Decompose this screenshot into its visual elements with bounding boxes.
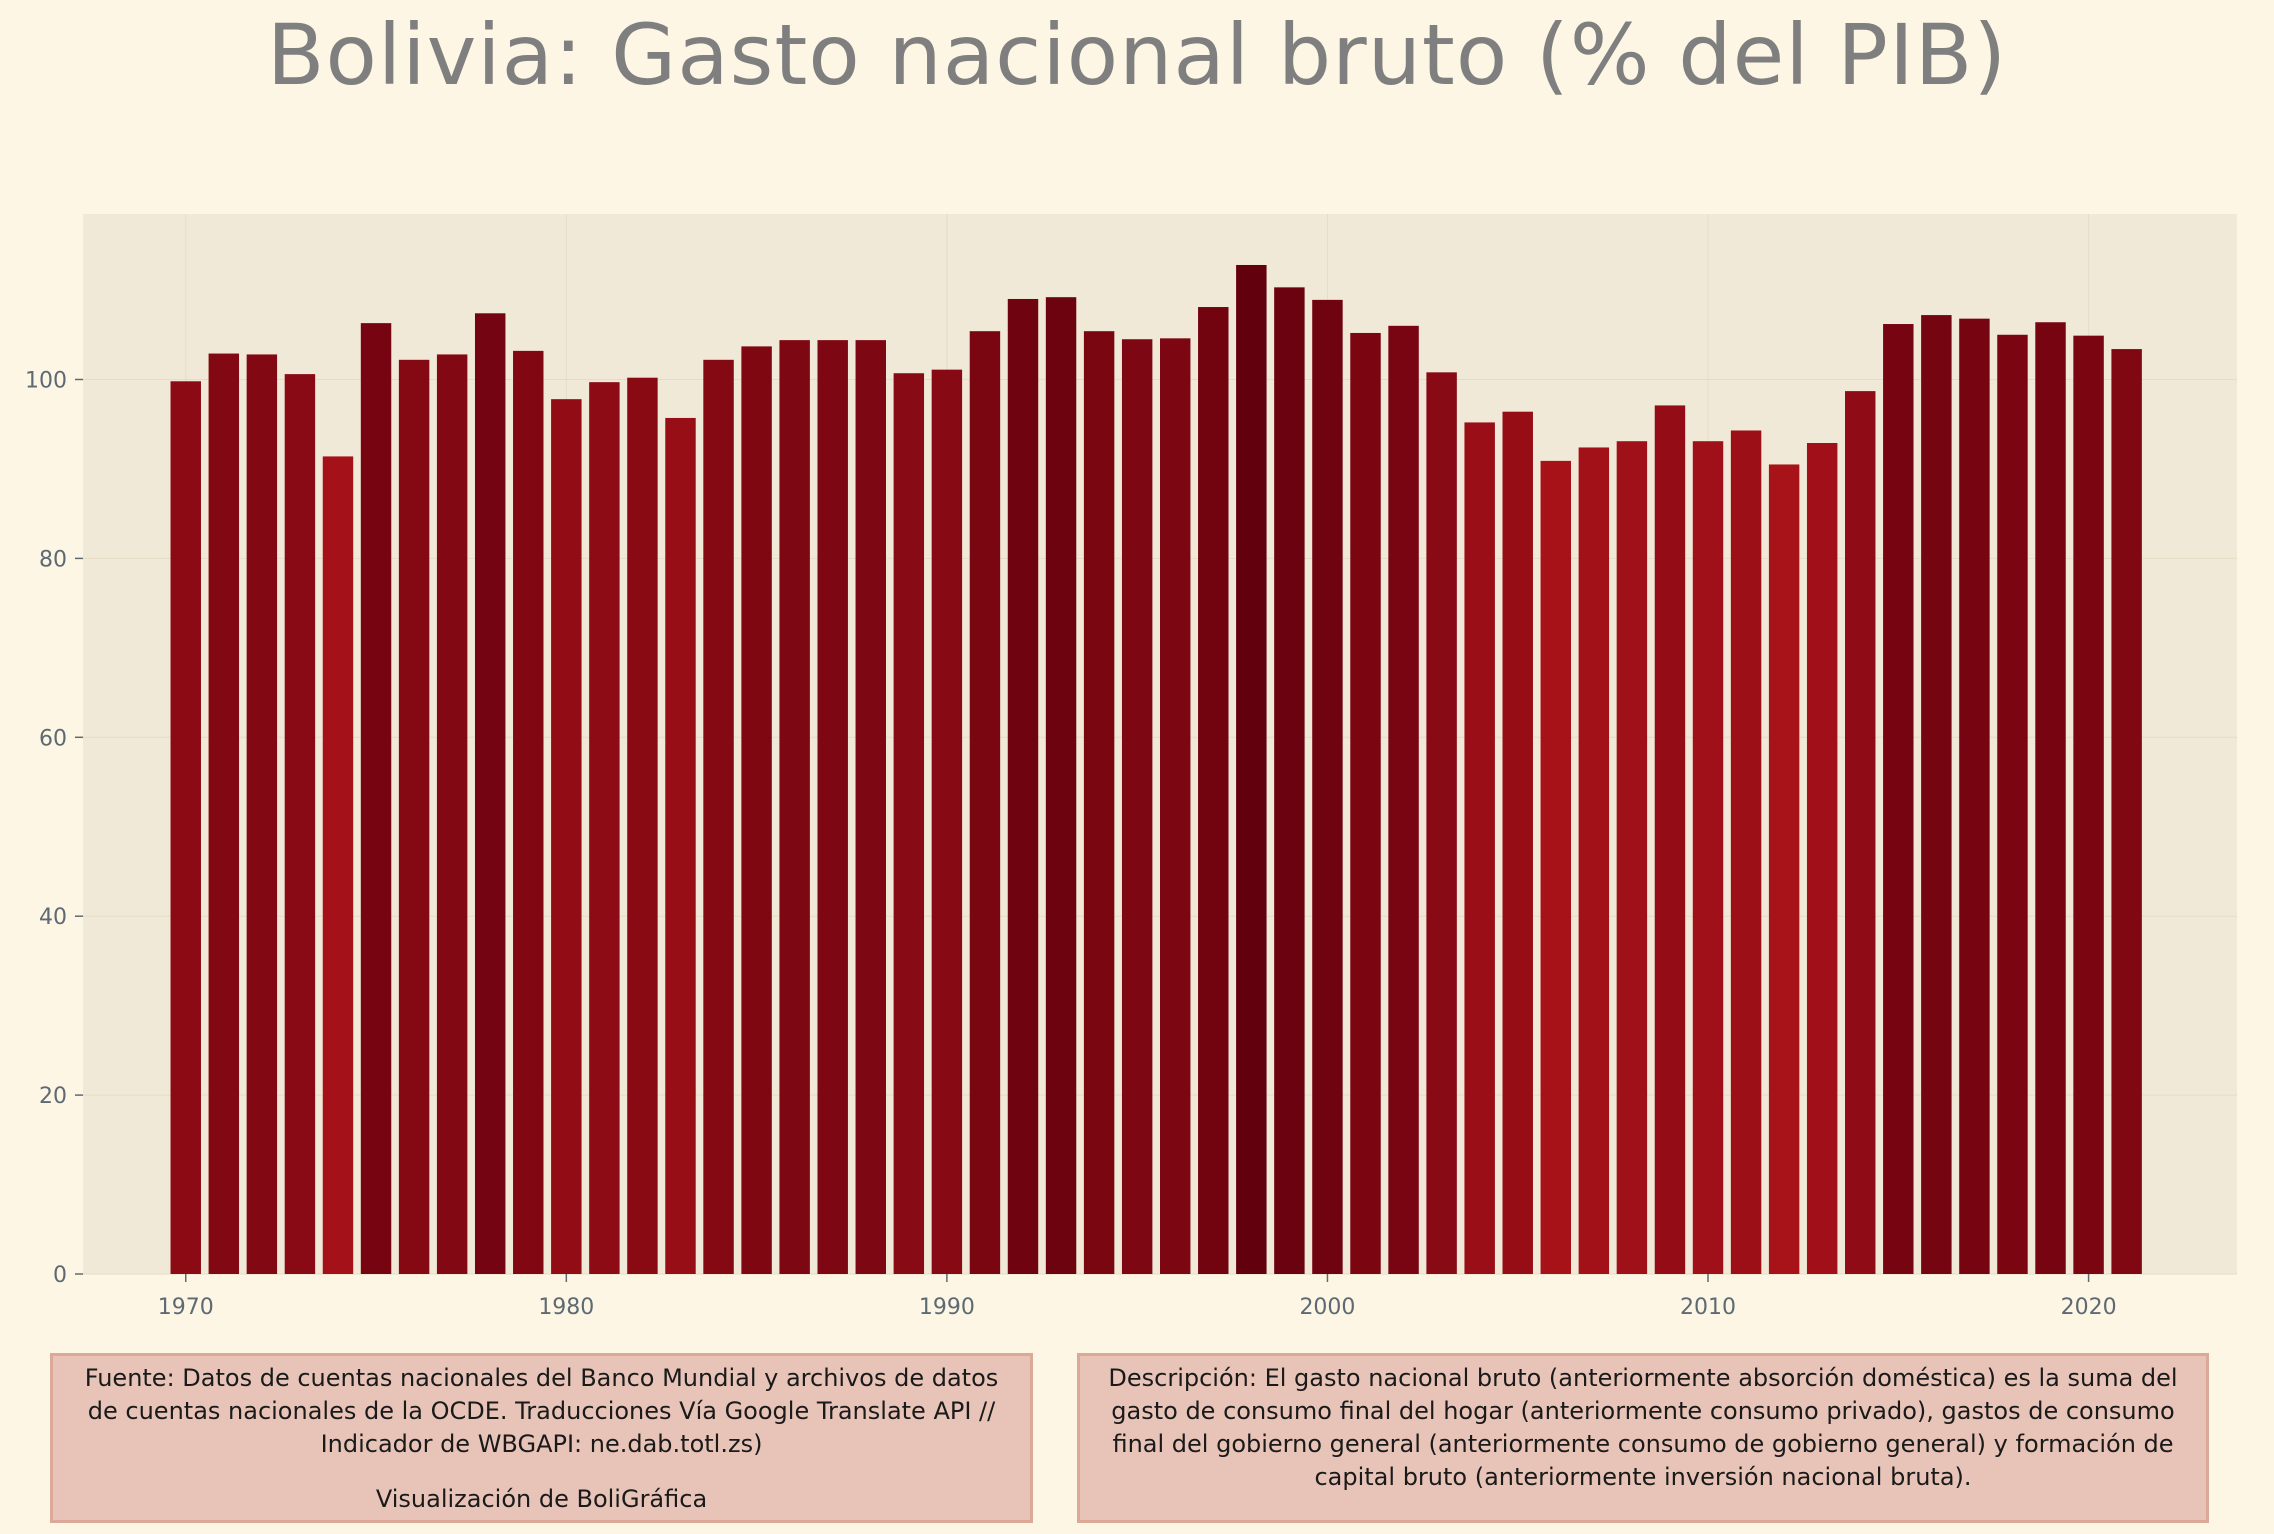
bar-2021 [2111, 349, 2142, 1274]
bar-1984 [703, 359, 734, 1274]
bar-1979 [513, 350, 544, 1275]
bar-1976 [398, 359, 430, 1274]
bar-2004 [1464, 422, 1495, 1274]
bar-2006 [1540, 460, 1572, 1274]
bar-2011 [1730, 430, 1762, 1275]
bar-2005 [1502, 411, 1533, 1275]
x-tick-label: 1980 [538, 1295, 594, 1320]
y-tick-label: 20 [39, 1084, 67, 1109]
bar-1997 [1198, 307, 1229, 1274]
chart-title: Bolivia: Gasto nacional bruto (% del PIB… [266, 6, 2008, 104]
bar-2015 [1883, 324, 1914, 1274]
bar-1995 [1121, 339, 1153, 1274]
x-tick-label: 2000 [1299, 1295, 1355, 1320]
bar-2001 [1350, 332, 1381, 1274]
x-tick-label: 2020 [2061, 1295, 2117, 1320]
bar-2002 [1388, 325, 1419, 1274]
bar-2003 [1426, 372, 1457, 1274]
bar-1971 [208, 353, 240, 1274]
bar-1980 [551, 399, 582, 1274]
bar-2008 [1616, 441, 1648, 1274]
bar-1993 [1045, 297, 1077, 1274]
y-tick-label: 100 [25, 368, 67, 393]
bar-1990 [931, 369, 963, 1274]
bar-2000 [1312, 299, 1343, 1274]
bar-2018 [1997, 334, 2028, 1274]
bar-2009 [1654, 405, 1686, 1274]
bar-2019 [2035, 322, 2066, 1274]
bar-1999 [1274, 287, 1305, 1274]
bar-1989 [893, 373, 925, 1274]
x-tick-label: 1970 [158, 1295, 214, 1320]
bar-1988 [855, 340, 886, 1274]
bar-2012 [1768, 464, 1800, 1275]
bar-1973 [284, 374, 316, 1274]
x-axis: 1970 1980 1990 2000 2010 2020 [158, 1274, 2117, 1320]
bar-1986 [779, 340, 810, 1274]
bar-1972 [246, 354, 278, 1274]
y-tick-label: 0 [53, 1263, 67, 1288]
bar-2014 [1845, 391, 1876, 1275]
bar-1985 [741, 346, 772, 1274]
x-tick-label: 1990 [919, 1295, 975, 1320]
source-note: Fuente: Datos de cuentas nacionales del … [50, 1353, 1033, 1523]
bar-1998 [1236, 264, 1267, 1275]
bar-1996 [1160, 338, 1191, 1275]
bar-1992 [1007, 298, 1039, 1275]
bars [170, 264, 2142, 1275]
x-tick-label: 2010 [1680, 1295, 1736, 1320]
credit-text: Visualización de BoliGráfica [375, 1485, 708, 1513]
bar-1970 [170, 381, 201, 1274]
description-note: Descripción: El gasto nacional bruto (an… [1077, 1353, 2209, 1523]
bar-2017 [1959, 318, 1990, 1275]
bar-2007 [1578, 447, 1610, 1274]
source-text: Fuente: Datos de cuentas nacionales del … [84, 1364, 999, 1458]
bar-1977 [436, 354, 468, 1274]
bar-1983 [665, 417, 696, 1275]
y-tick-label: 80 [39, 547, 67, 572]
bar-1982 [627, 377, 658, 1275]
bar-2016 [1921, 315, 1952, 1274]
bar-1975 [360, 323, 392, 1274]
bar-1991 [969, 331, 1001, 1275]
y-axis: 0 20 40 60 80 100 [25, 368, 83, 1288]
bar-1994 [1083, 331, 1115, 1275]
bar-1974 [322, 456, 354, 1274]
bar-2020 [2073, 335, 2104, 1274]
bar-1981 [589, 382, 620, 1274]
description-text: Descripción: El gasto nacional bruto (an… [1108, 1364, 2178, 1491]
bar-1978 [474, 313, 506, 1274]
y-tick-label: 60 [39, 726, 67, 751]
bar-1987 [817, 340, 848, 1274]
y-tick-label: 40 [39, 905, 67, 930]
bar-2013 [1806, 442, 1838, 1274]
bar-2010 [1692, 441, 1724, 1274]
